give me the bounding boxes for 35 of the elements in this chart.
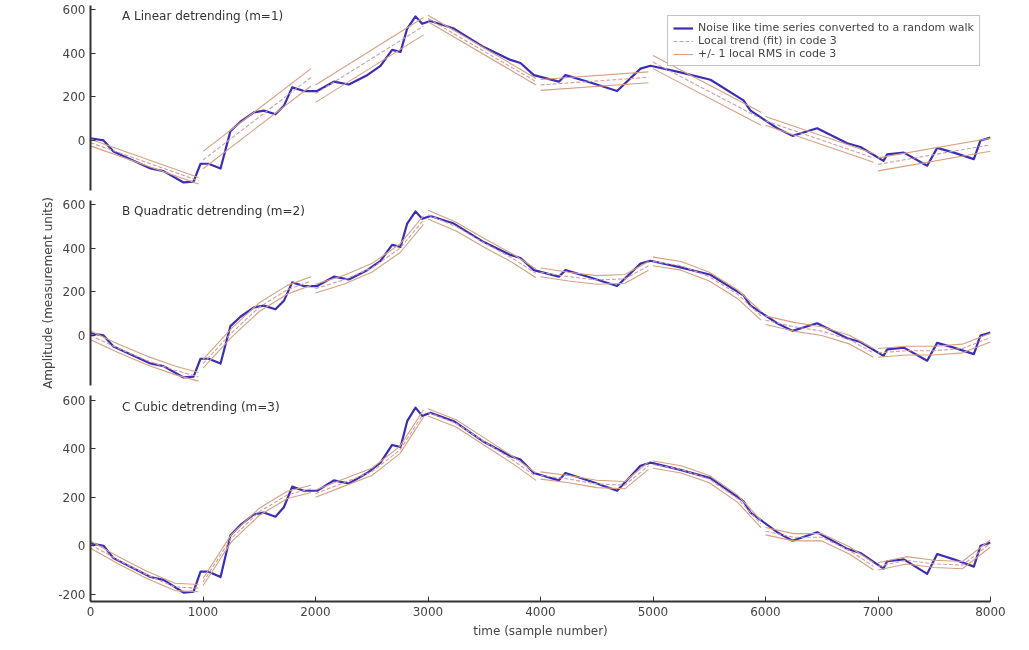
x-tick-label: 2000 bbox=[300, 604, 331, 619]
line-series bbox=[539, 265, 650, 281]
chart-title: C Cubic detrending (m=3) bbox=[122, 399, 280, 414]
chart-title: A Linear detrending (m=1) bbox=[122, 9, 284, 24]
legend-label: Local trend (fit) in code 3 bbox=[698, 34, 837, 47]
line-series bbox=[877, 337, 991, 354]
y-tick-label: 600 bbox=[62, 3, 86, 18]
y-axis-title: Amplitude (measurement units) bbox=[40, 197, 55, 389]
x-tick-label: 4000 bbox=[525, 604, 556, 619]
y-tick-label: 400 bbox=[62, 46, 86, 61]
line-series bbox=[877, 341, 991, 358]
chart-title: B Quadratic detrending (m=2) bbox=[122, 204, 305, 219]
y-tick-label: 0 bbox=[77, 133, 86, 148]
y-tick-label: -200 bbox=[58, 587, 86, 602]
y-tick-label: 200 bbox=[62, 490, 86, 505]
y-tick-label: 400 bbox=[62, 442, 86, 457]
line-series bbox=[539, 260, 650, 277]
line-series bbox=[539, 269, 650, 285]
x-tick-label: 8000 bbox=[975, 604, 1006, 619]
legend-label: +/- 1 local RMS in code 3 bbox=[698, 47, 837, 60]
x-tick-label: 7000 bbox=[862, 604, 894, 619]
y-tick-label: 200 bbox=[62, 285, 86, 300]
line-series bbox=[877, 332, 991, 350]
y-tick-label: 400 bbox=[62, 241, 86, 256]
y-tick-label: 0 bbox=[77, 328, 86, 343]
x-tick-label: 6000 bbox=[750, 604, 781, 619]
y-tick-label: 600 bbox=[62, 198, 86, 213]
x-tick-label: 1000 bbox=[187, 604, 219, 619]
y-tick-label: 200 bbox=[62, 90, 86, 105]
x-tick-label: 5000 bbox=[637, 604, 669, 619]
x-axis-title: time (sample number) bbox=[473, 623, 608, 638]
x-tick-label: 3000 bbox=[412, 604, 444, 619]
y-tick-label: 0 bbox=[77, 539, 86, 554]
legend-label: Noise like time series converted to a random walk bbox=[698, 21, 974, 34]
y-tick-label: 600 bbox=[62, 393, 86, 408]
